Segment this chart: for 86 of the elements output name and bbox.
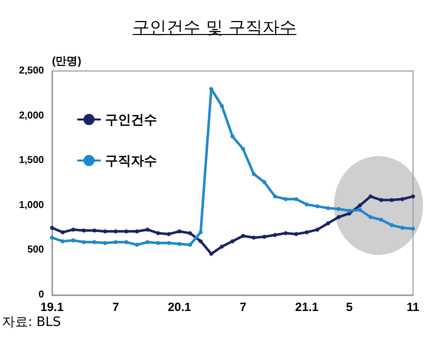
point [103, 229, 108, 234]
point [252, 172, 256, 176]
y-tick-label: 2,000 [18, 110, 44, 122]
point [60, 239, 65, 244]
point [114, 240, 118, 244]
point [411, 194, 415, 198]
point [82, 228, 86, 232]
point [220, 104, 224, 108]
point [209, 86, 214, 91]
point [166, 241, 171, 246]
point [358, 208, 362, 212]
x-tick-label: 7 [112, 300, 120, 314]
x-tick-label: 7 [240, 300, 247, 314]
point [368, 194, 373, 198]
x-tick-label: 11 [406, 300, 420, 314]
x-tick-label: 21.1 [295, 300, 319, 314]
point [103, 241, 108, 246]
point [379, 198, 384, 202]
point [304, 202, 309, 207]
point [230, 239, 234, 244]
point [92, 228, 96, 232]
point [146, 228, 150, 232]
point [188, 242, 192, 247]
point [294, 197, 298, 202]
y-tick-label: 0 [38, 290, 44, 300]
point [230, 134, 234, 138]
point [209, 252, 214, 256]
point [272, 232, 277, 237]
point [241, 146, 246, 151]
point [400, 197, 404, 202]
point [336, 206, 341, 211]
text: 자료: BLS [2, 314, 61, 331]
point [92, 240, 96, 244]
point [166, 232, 171, 236]
point [390, 198, 394, 202]
point [379, 218, 384, 222]
legend-label: 구직자수 [105, 153, 157, 168]
point [124, 229, 128, 234]
point [336, 215, 341, 220]
point [411, 226, 415, 231]
point [82, 240, 86, 244]
point [368, 215, 373, 220]
point [326, 206, 330, 210]
point [177, 242, 182, 246]
point [134, 229, 139, 234]
point [347, 208, 352, 213]
point [262, 180, 266, 184]
y-tick-label: 1,500 [18, 155, 44, 166]
y-tick-label: 500 [27, 244, 44, 256]
point [272, 194, 277, 198]
point [358, 203, 362, 208]
x-tick-label: 20.1 [168, 300, 192, 314]
point [252, 236, 256, 240]
point [50, 226, 54, 230]
point [156, 241, 160, 246]
x-tick-label: 5 [346, 300, 353, 314]
point [294, 232, 298, 236]
point [390, 223, 394, 228]
x-tick-label: 19.1 [40, 300, 64, 314]
point [156, 231, 160, 236]
point [188, 231, 192, 236]
point [315, 228, 320, 232]
point [146, 240, 150, 244]
point [114, 229, 118, 234]
point [71, 228, 76, 232]
legend-label: 구인건수 [105, 112, 157, 127]
point [400, 226, 404, 230]
y-tick-label: 1,000 [18, 200, 44, 211]
point [198, 239, 203, 244]
point [304, 230, 309, 234]
point [262, 234, 266, 239]
y-tick-label: 2,500 [18, 66, 44, 76]
y-axis-title: (만명) [52, 56, 82, 68]
point [315, 204, 320, 208]
point [177, 229, 182, 234]
point [134, 242, 139, 247]
point [50, 236, 54, 240]
point [124, 240, 128, 244]
point [326, 221, 330, 226]
point [241, 234, 246, 238]
point [71, 238, 76, 242]
chart-title: 구인건수 및 구직자수 [132, 17, 298, 39]
point [60, 230, 65, 234]
point [198, 230, 203, 234]
point [220, 244, 224, 249]
point [284, 197, 288, 202]
